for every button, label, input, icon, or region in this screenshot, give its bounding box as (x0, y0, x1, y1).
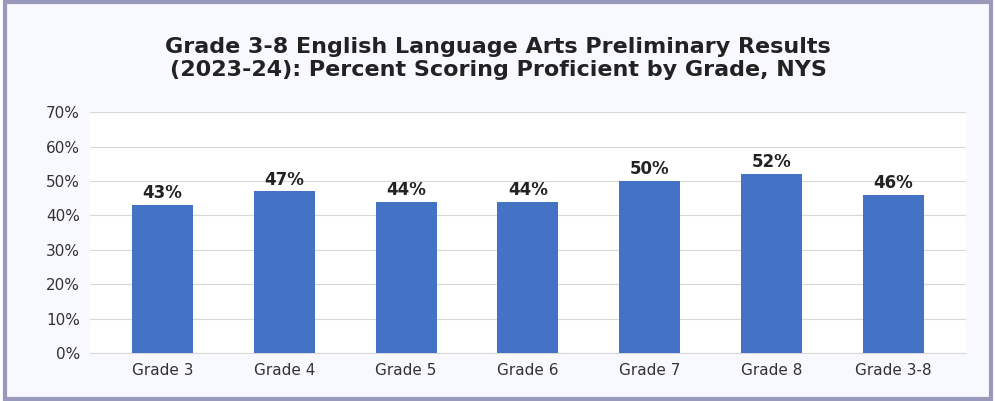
Bar (132, 205, 193, 353)
Text: 46%: 46% (873, 174, 913, 192)
Bar (497, 202, 559, 353)
Text: 44%: 44% (386, 181, 426, 199)
Bar (741, 174, 802, 353)
Bar (254, 191, 315, 353)
Text: 44%: 44% (508, 181, 548, 199)
Text: 43%: 43% (142, 184, 182, 203)
Text: 47%: 47% (265, 170, 305, 188)
Bar (863, 195, 923, 353)
Text: Grade 3-8 English Language Arts Preliminary Results
(2023-24): Percent Scoring P: Grade 3-8 English Language Arts Prelimin… (165, 37, 831, 80)
Bar (375, 202, 436, 353)
Bar (620, 181, 680, 353)
Text: 50%: 50% (629, 160, 669, 178)
Text: 52%: 52% (751, 154, 791, 171)
